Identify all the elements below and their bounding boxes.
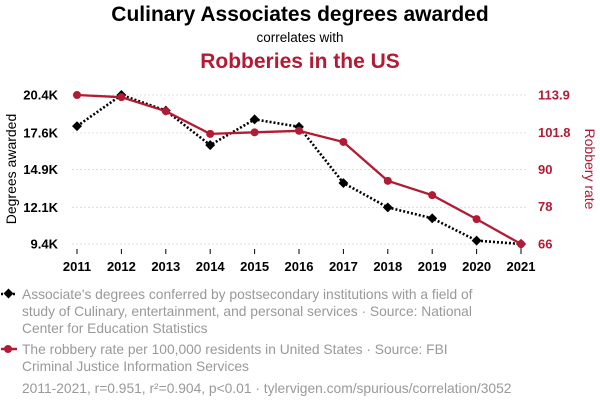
- data-point-robbery: [339, 137, 348, 146]
- data-point-robbery: [73, 91, 81, 99]
- series-line-degrees: [76, 93, 522, 246]
- x-tick-label: 2018: [373, 259, 402, 274]
- right-tick-label: 113.9: [538, 88, 570, 103]
- chart-title-secondary: Robberies in the US: [200, 50, 400, 73]
- data-point-robbery: [206, 129, 215, 138]
- data-point-robbery: [517, 240, 525, 248]
- right-axis-ticks: 113.9 101.8 90 78 66: [538, 88, 571, 252]
- x-tick-label: 2012: [107, 259, 136, 274]
- x-tick-label: 2021: [507, 259, 536, 274]
- x-tick-label: 2013: [151, 259, 180, 274]
- data-point-robbery: [161, 107, 170, 116]
- data-point-robbery: [295, 126, 303, 135]
- left-tick-label: 14.9K: [23, 162, 58, 177]
- data-point-robbery: [117, 93, 126, 102]
- legend-text-robbery-line-2: Criminal Justice Information Services: [22, 359, 249, 374]
- x-tick-label: 2019: [418, 259, 447, 274]
- x-tick-label: 2017: [329, 259, 358, 274]
- series-line-robbery: [76, 93, 522, 246]
- legend-item-robbery: The robbery rate per 100,000 residents i…: [1, 342, 448, 374]
- left-tick-label: 17.6K: [23, 125, 58, 140]
- left-tick-label: 9.4K: [31, 237, 59, 252]
- legend-text-degrees-line-1: Associate's degrees conferred by postsec…: [22, 287, 473, 302]
- grid-lines: [72, 94, 526, 245]
- data-point-degrees: [427, 213, 438, 224]
- legend: Associate's degrees conferred by postsec…: [1, 287, 473, 374]
- data-point-degrees: [382, 202, 393, 213]
- data-point-robbery: [250, 128, 259, 137]
- left-axis-label: Degrees awarded: [3, 114, 19, 225]
- chart-subtitle: correlates with: [256, 30, 343, 45]
- x-axis-ticks: 2011 2012 2013 2014 2015 2016 2017 2018 2019 2020…: [63, 249, 536, 274]
- left-tick-label: 20.4K: [23, 88, 58, 103]
- legend-text-robbery-line-1: The robbery rate per 100,000 residents i…: [22, 342, 448, 357]
- x-tick-label: 2014: [196, 259, 226, 274]
- right-tick-label: 101.8: [538, 125, 571, 140]
- data-point-robbery: [472, 215, 481, 224]
- left-axis-ticks: 20.4K 17.6K 14.9K 12.1K 9.4K: [23, 88, 58, 252]
- data-point-degrees: [338, 178, 349, 188]
- footer-stats: 2011-2021, r=0.951, r²=0.904, p<0.01 · t…: [22, 381, 511, 396]
- legend-marker-diamond-icon: [3, 288, 14, 299]
- x-tick-label: 2016: [285, 259, 314, 274]
- right-axis-label: Robbery rate: [582, 129, 598, 210]
- x-tick-label: 2011: [63, 259, 91, 274]
- right-tick-label: 78: [538, 199, 552, 214]
- series-layer: [72, 90, 526, 249]
- legend-text-degrees-line-3: Center for Education Statistics: [22, 321, 208, 336]
- legend-text-degrees-line-2: study of Culinary, entertainment, and pe…: [22, 304, 472, 319]
- chart-title: Culinary Associates degrees awarded: [111, 3, 488, 26]
- data-point-degrees: [471, 235, 482, 246]
- data-point-robbery: [428, 191, 437, 200]
- right-tick-label: 66: [538, 237, 552, 252]
- right-tick-label: 90: [538, 162, 552, 177]
- data-point-robbery: [383, 176, 392, 185]
- data-point-degrees: [205, 140, 216, 151]
- legend-item-degrees: Associate's degrees conferred by postsec…: [1, 287, 473, 336]
- x-tick-label: 2015: [240, 259, 269, 274]
- left-tick-label: 12.1K: [23, 200, 58, 215]
- x-tick-label: 2020: [462, 259, 491, 274]
- legend-marker-circle-icon: [4, 345, 12, 353]
